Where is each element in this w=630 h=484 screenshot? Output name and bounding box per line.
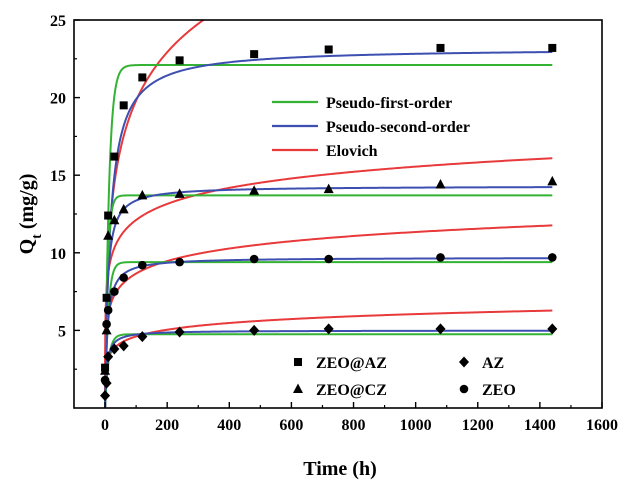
marker-zeo xyxy=(119,273,128,282)
y-axis-title: Qt (mg/g) xyxy=(16,174,45,255)
marker-zeo-cz xyxy=(174,188,185,198)
marker-zeo-cz xyxy=(109,214,120,225)
fit-line-pseudo-first-order-zeo-cz xyxy=(104,194,553,408)
marker-az xyxy=(435,323,446,335)
fit-line-pseudo-first-order-az xyxy=(104,333,553,408)
model-legend: Pseudo-first-order Pseudo-second-order Elo… xyxy=(272,95,470,160)
y-tick-label: 5 xyxy=(58,323,66,340)
x-axis-title: Time (h) xyxy=(303,458,377,480)
marker-zeo xyxy=(175,257,184,267)
model-legend-label: Pseudo-first-order xyxy=(326,95,452,112)
marker-legend-symbol xyxy=(293,383,303,393)
marker-legend-symbol xyxy=(459,384,469,394)
marker-az xyxy=(137,331,148,343)
marker-zeo xyxy=(102,319,111,329)
fit-line-pseudo-first-order-zeo-az xyxy=(104,64,553,408)
model-legend-label: Pseudo-second-order xyxy=(326,119,470,136)
data-markers xyxy=(100,43,558,402)
marker-legend-label: ZEO@AZ xyxy=(316,355,387,372)
marker-zeo xyxy=(249,254,259,264)
x-tick-label: 600 xyxy=(279,417,303,434)
marker-zeo-az xyxy=(175,56,184,65)
marker-zeo-cz xyxy=(137,189,148,200)
marker-zeo-az xyxy=(138,73,147,82)
marker-zeo-cz xyxy=(249,185,260,195)
marker-zeo xyxy=(436,253,445,262)
x-tick-label: 800 xyxy=(342,417,366,434)
marker-zeo xyxy=(138,260,147,270)
marker-zeo-cz xyxy=(101,324,112,335)
marker-zeo-cz xyxy=(323,183,334,194)
marker-az xyxy=(323,323,334,335)
marker-legend: ZEO@AZ ZEO@CZ AZ ZEO xyxy=(293,355,516,399)
marker-legend-label: ZEO xyxy=(482,382,516,399)
marker-zeo-cz xyxy=(100,365,111,375)
fit-line-pseudo-second-order-zeo-az xyxy=(104,51,553,408)
x-tick-label: 1200 xyxy=(462,417,494,434)
y-tick-label: 15 xyxy=(50,168,66,185)
x-tick-label: 1000 xyxy=(400,417,432,434)
model-legend-label: Elovich xyxy=(326,143,378,160)
marker-az xyxy=(118,340,129,352)
marker-az xyxy=(109,343,120,355)
marker-az xyxy=(100,390,111,402)
fit-line-elovich-zeo-az xyxy=(104,20,206,408)
fit-curves xyxy=(104,20,553,408)
fit-line-pseudo-first-order-zeo xyxy=(104,261,553,408)
y-tick-label: 10 xyxy=(50,246,66,263)
fit-line-pseudo-second-order-zeo-cz xyxy=(104,186,553,408)
marker-zeo-cz xyxy=(435,179,446,189)
marker-zeo-cz xyxy=(103,230,114,240)
marker-zeo-az xyxy=(119,101,128,110)
marker-legend-label: ZEO@CZ xyxy=(316,382,387,399)
x-tick-label: 0 xyxy=(101,417,109,434)
x-tick-label: 400 xyxy=(217,417,241,434)
marker-zeo xyxy=(110,287,119,296)
x-tick-label: 200 xyxy=(155,417,179,434)
y-tick-label: 25 xyxy=(50,13,66,30)
axis-ticks: 0 200 400 600 800 1000 1200 1400 1600 5 10 15 20 25 xyxy=(50,13,618,434)
marker-zeo xyxy=(100,375,110,385)
marker-zeo xyxy=(548,253,557,262)
marker-zeo-az xyxy=(102,293,111,302)
x-tick-label: 1400 xyxy=(524,417,556,434)
plot-frame xyxy=(73,19,603,409)
marker-az xyxy=(249,324,260,336)
fit-line-pseudo-second-order-az xyxy=(104,329,553,408)
marker-zeo-az xyxy=(250,50,259,59)
marker-zeo-az xyxy=(548,43,557,52)
marker-zeo xyxy=(103,305,113,315)
marker-legend-symbol xyxy=(459,356,469,368)
marker-zeo-cz xyxy=(547,175,558,186)
x-tick-label: 1600 xyxy=(586,417,618,434)
marker-zeo-az xyxy=(104,211,113,220)
marker-zeo-az xyxy=(110,152,119,161)
marker-az xyxy=(547,323,558,335)
marker-legend-label: AZ xyxy=(482,355,504,372)
marker-az xyxy=(103,351,114,363)
marker-zeo-az xyxy=(324,45,333,54)
marker-az xyxy=(174,326,185,338)
fit-line-elovich-zeo xyxy=(104,224,553,408)
marker-zeo xyxy=(324,254,333,264)
marker-zeo-az xyxy=(436,43,445,52)
marker-legend-symbol xyxy=(294,358,302,366)
fit-line-elovich-zeo-cz xyxy=(104,157,553,408)
y-tick-label: 20 xyxy=(50,91,66,108)
marker-zeo-cz xyxy=(118,203,129,214)
